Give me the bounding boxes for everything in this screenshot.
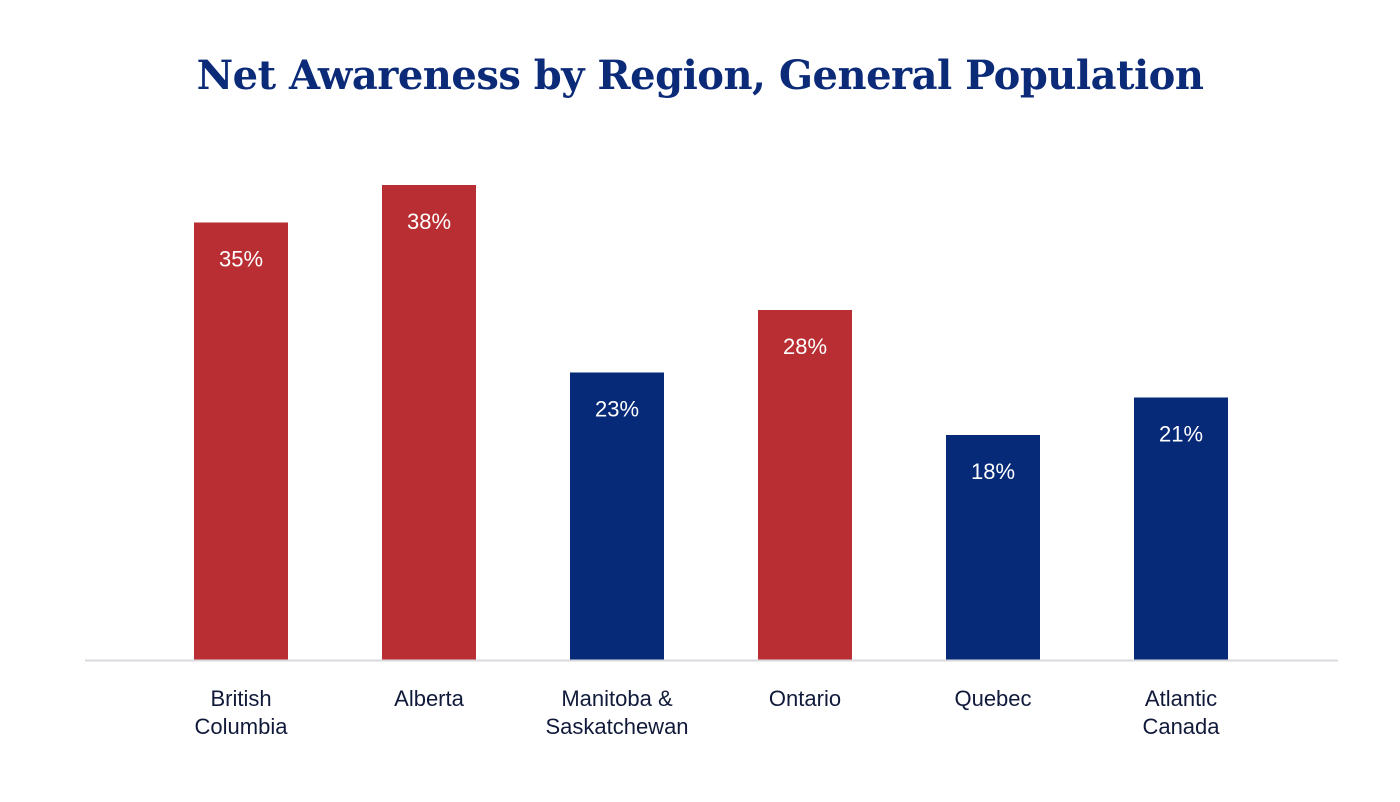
category-label-5: Atlantic Canada	[1142, 686, 1220, 739]
data-label-5: 21%	[1159, 422, 1203, 447]
bar-0	[194, 222, 288, 660]
bar-1	[382, 185, 476, 660]
bar-4	[946, 435, 1040, 660]
category-label-3: Ontario	[769, 686, 841, 711]
bar-2	[570, 372, 664, 660]
chart-title: Net Awareness by Region, General Populat…	[196, 52, 1204, 99]
category-label-1: Alberta	[394, 686, 464, 711]
category-label-0: British Columbia	[195, 686, 289, 739]
data-label-2: 23%	[595, 397, 639, 422]
data-label-4: 18%	[971, 459, 1015, 484]
bar-3	[758, 310, 852, 660]
data-label-0: 35%	[219, 247, 263, 272]
data-label-3: 28%	[783, 334, 827, 359]
category-label-2: Manitoba & Saskatchewan	[545, 686, 688, 739]
category-label-4: Quebec	[954, 686, 1031, 711]
data-label-1: 38%	[407, 209, 451, 234]
bar-5	[1134, 397, 1228, 660]
